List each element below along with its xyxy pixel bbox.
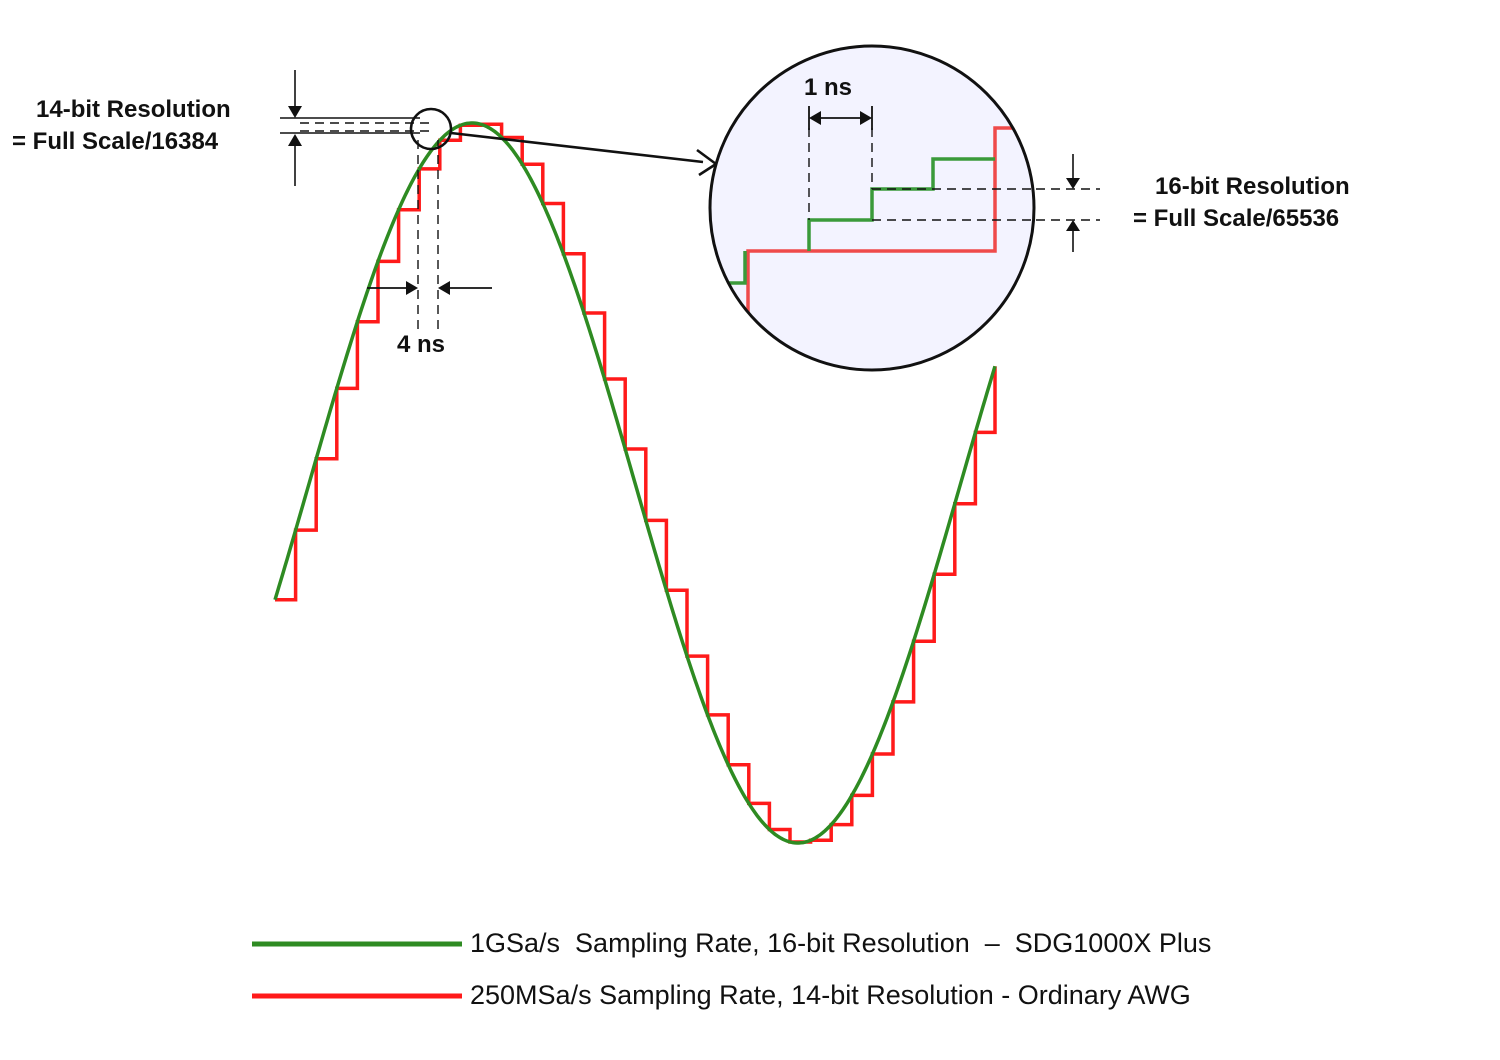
time-1ns-label: 1 ns <box>804 74 853 101</box>
res16-label-line2: = Full Scale/65536 <box>1133 205 1340 232</box>
zoom-source-circle <box>409 107 453 151</box>
res14-label-line1: 14-bit Resolution <box>36 96 231 123</box>
res14-label-line2: = Full Scale/16384 <box>12 128 219 155</box>
zoom-magnified-view <box>708 44 1036 372</box>
resolution-14bit-marker <box>280 70 432 186</box>
time-4ns-label: 4 ns <box>397 331 446 358</box>
coarse-staircase-wave <box>275 122 997 844</box>
time-1ns-marker <box>808 106 873 130</box>
zoom-pointer-arrow <box>450 131 719 177</box>
res16-label-line1: 16-bit Resolution <box>1155 173 1350 200</box>
time-4ns-marker <box>367 140 492 330</box>
resolution-16bit-marker <box>1036 154 1100 252</box>
legend-label-coarse: 250MSa/s Sampling Rate, 14-bit Resolutio… <box>470 980 1191 1010</box>
fine-sine-wave <box>273 121 997 845</box>
legend-label-fine: 1GSa/s Sampling Rate, 16-bit Resolution … <box>470 928 1212 958</box>
